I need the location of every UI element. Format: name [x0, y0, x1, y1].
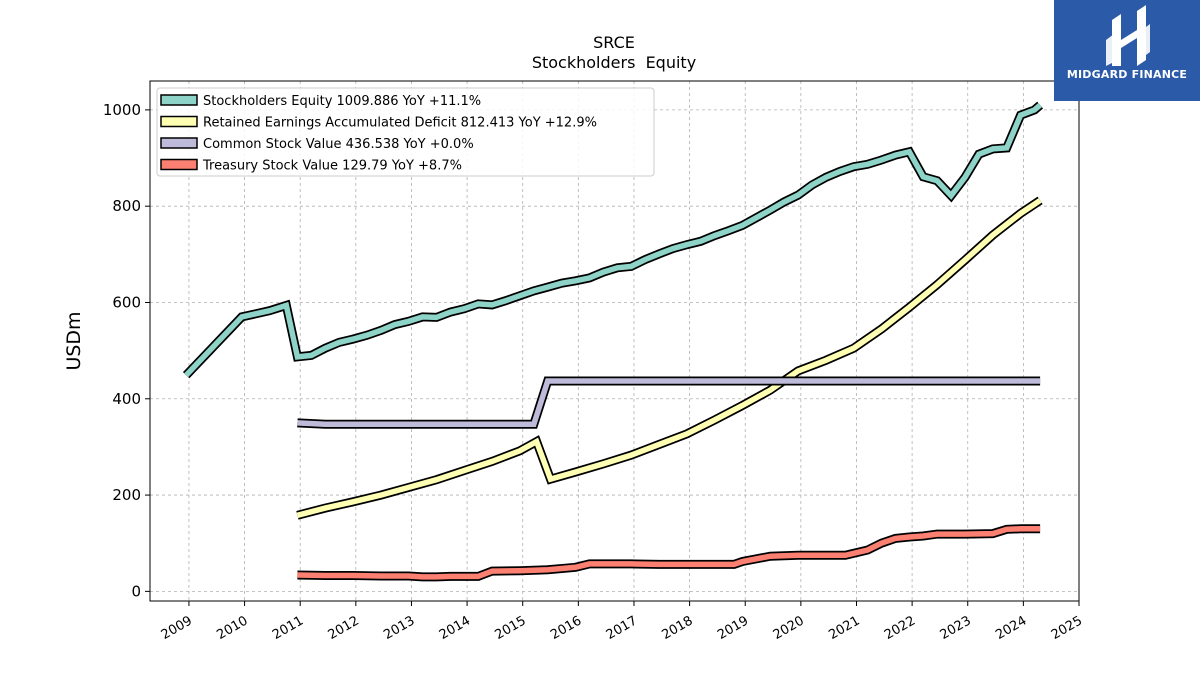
legend-item: Retained Earnings Accumulated Deficit 81… — [160, 115, 597, 131]
x-tick-label: 2023 — [938, 613, 974, 643]
y-tick-label: 1000 — [103, 101, 141, 119]
x-tick-label: 2009 — [159, 613, 195, 643]
x-tick-label: 2019 — [715, 613, 751, 643]
x-axis: 2009 2010 2011 2012 2013 2014 2015 2016 2017 2018… — [159, 601, 1085, 643]
legend-label: Treasury Stock Value 129.79 YoY +8.7% — [202, 159, 462, 174]
y-tick-label: 800 — [112, 197, 141, 215]
logo: MIDGARD FINANCE — [1054, 0, 1200, 101]
series-layer — [182, 101, 1044, 582]
x-tick-label: 2011 — [270, 613, 306, 643]
legend-label: Retained Earnings Accumulated Deficit 81… — [203, 116, 597, 131]
x-tick-label: 2020 — [771, 613, 807, 643]
legend-swatch — [160, 115, 198, 128]
series-line — [297, 526, 1041, 580]
x-tick-label: 2018 — [659, 613, 695, 643]
series-2 — [297, 376, 1041, 429]
legend-label: Common Stock Value 436.538 YoY +0.0% — [203, 137, 474, 152]
legend-label: Stockholders Equity 1009.886 YoY +11.1% — [203, 94, 481, 109]
x-tick-label: 2014 — [437, 613, 473, 643]
x-tick-label: 2012 — [326, 613, 362, 643]
y-tick-label: 0 — [131, 582, 141, 600]
logo-mark-icon — [1106, 5, 1150, 66]
chart-title: SRCE — [593, 33, 635, 52]
chart-subtitle: Stockholders Equity — [532, 53, 696, 72]
legend-item: Stockholders Equity 1009.886 YoY +11.1% — [160, 94, 481, 109]
x-tick-label: 2015 — [493, 613, 529, 643]
x-tick-label: 2017 — [604, 613, 640, 643]
series-line-outline — [297, 376, 1041, 429]
legend-swatch — [160, 158, 198, 171]
legend-box — [156, 87, 655, 177]
y-tick-label: 600 — [112, 293, 141, 311]
y-axis-label: USDm — [63, 311, 85, 370]
x-tick-label: 2025 — [1049, 613, 1085, 643]
legend-item: Treasury Stock Value 129.79 YoY +8.7% — [160, 158, 462, 174]
y-tick-label: 200 — [112, 486, 141, 504]
series-line — [297, 378, 1041, 428]
y-tick-label: 400 — [112, 390, 141, 408]
x-tick-label: 2021 — [826, 613, 862, 643]
series-line — [184, 103, 1042, 378]
series-1 — [296, 196, 1043, 520]
x-tick-label: 2010 — [214, 613, 250, 643]
series-0 — [182, 101, 1044, 379]
legend-swatch — [160, 94, 198, 106]
y-axis: 0 200 400 600 800 1000 — [103, 101, 150, 600]
legend-item: Common Stock Value 436.538 YoY +0.0% — [160, 137, 474, 152]
series-3 — [297, 524, 1041, 582]
x-tick-label: 2022 — [882, 613, 918, 643]
legend: Stockholders Equity 1009.886 YoY +11.1% R… — [156, 87, 655, 177]
plot-frame — [149, 80, 1080, 602]
series-line — [296, 198, 1042, 518]
logo-text: MIDGARD FINANCE — [1066, 68, 1188, 81]
x-tick-label: 2016 — [548, 613, 584, 643]
x-tick-label: 2013 — [381, 613, 417, 643]
legend-swatch — [160, 137, 198, 149]
x-tick-label: 2024 — [993, 613, 1029, 643]
